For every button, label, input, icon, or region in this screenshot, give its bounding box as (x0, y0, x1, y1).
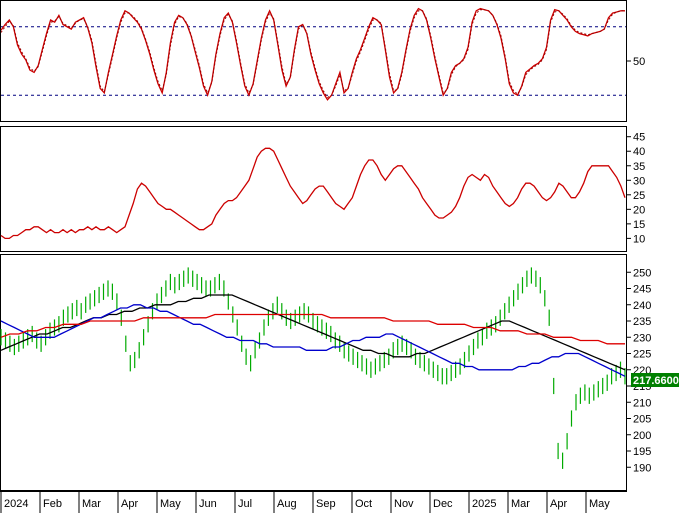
time-axis-label: Apr (550, 498, 567, 510)
moving-average-3 (0, 313, 625, 345)
price-y-axis: 190195200205210215220225230235240245250 (627, 267, 651, 474)
time-axis-label: May (160, 498, 181, 510)
time-axis-label: Apr (121, 498, 138, 510)
price-series (0, 267, 626, 469)
indicator-y-tick-label: 30 (633, 175, 645, 187)
time-axis-label: Jul (238, 498, 252, 510)
indicator-panel: 10 15 20 25 30 35 40 45 (0, 126, 645, 252)
last-price-badge: 217.6600 (631, 373, 679, 387)
stochastic-reference-lines (1, 26, 626, 96)
stochastic-line-1 (0, 7, 625, 101)
stochastic-line-2 (0, 9, 625, 99)
indicator-y-tick-label: 40 (633, 146, 645, 158)
indicator-y-tick-label: 10 (633, 233, 645, 245)
last-price-label: 217.6600 (633, 375, 679, 387)
time-axis: 2024 Feb Mar Apr May Jun Jul Aug Sep Oct Nov Dec 202… (0, 491, 627, 513)
price-y-tick-label: 245 (633, 284, 651, 296)
price-y-tick-label: 225 (633, 349, 651, 361)
indicator-y-tick-label: 15 (633, 219, 645, 231)
time-axis-label: Mar (82, 498, 101, 510)
time-axis-label: Mar (511, 498, 530, 510)
time-axis-label: May (589, 498, 610, 510)
time-axis-label: Oct (355, 498, 372, 510)
time-axis-label: 2025 (472, 498, 496, 510)
price-y-tick-label: 210 (633, 397, 651, 409)
time-axis-label: 2024 (4, 498, 28, 510)
indicator-y-tick-label: 35 (633, 161, 645, 173)
stochastic-lines (0, 7, 625, 101)
price-y-tick-label: 195 (633, 446, 651, 458)
price-y-tick-label: 250 (633, 267, 651, 279)
indicator-line-1 (0, 147, 626, 240)
price-y-tick-label: 205 (633, 414, 651, 426)
price-y-tick-label: 240 (633, 300, 651, 312)
time-axis-label: Dec (433, 498, 453, 510)
indicator-line (0, 147, 626, 240)
price-y-tick-label: 200 (633, 430, 651, 442)
time-axis-labels: 2024 Feb Mar Apr May Jun Jul Aug Sep Oct Nov Dec 202… (0, 491, 610, 513)
indicator-y-tick-label: 45 (633, 132, 645, 144)
indicator-y-tick-label: 25 (633, 190, 645, 202)
time-axis-label: Jun (199, 498, 217, 510)
price-panel: 190195200205210215220225230235240245250 … (0, 254, 679, 491)
indicator-y-axis: 10 15 20 25 30 35 40 45 (627, 132, 645, 245)
stochastic-y-tick-label: 50 (633, 56, 645, 68)
time-axis-label: Nov (394, 498, 414, 510)
price-y-tick-label: 190 (633, 462, 651, 474)
time-axis-label: Aug (277, 498, 297, 510)
time-axis-label: Sep (316, 498, 336, 510)
time-axis-label: Feb (43, 498, 62, 510)
stochastic-y-axis: 50 (627, 56, 645, 68)
moving-average-2 (0, 304, 626, 377)
stochastic-panel: 50 (0, 0, 645, 122)
price-y-tick-label: 230 (633, 332, 651, 344)
price-y-tick-label: 235 (633, 316, 651, 328)
indicator-y-tick-label: 20 (633, 204, 645, 216)
